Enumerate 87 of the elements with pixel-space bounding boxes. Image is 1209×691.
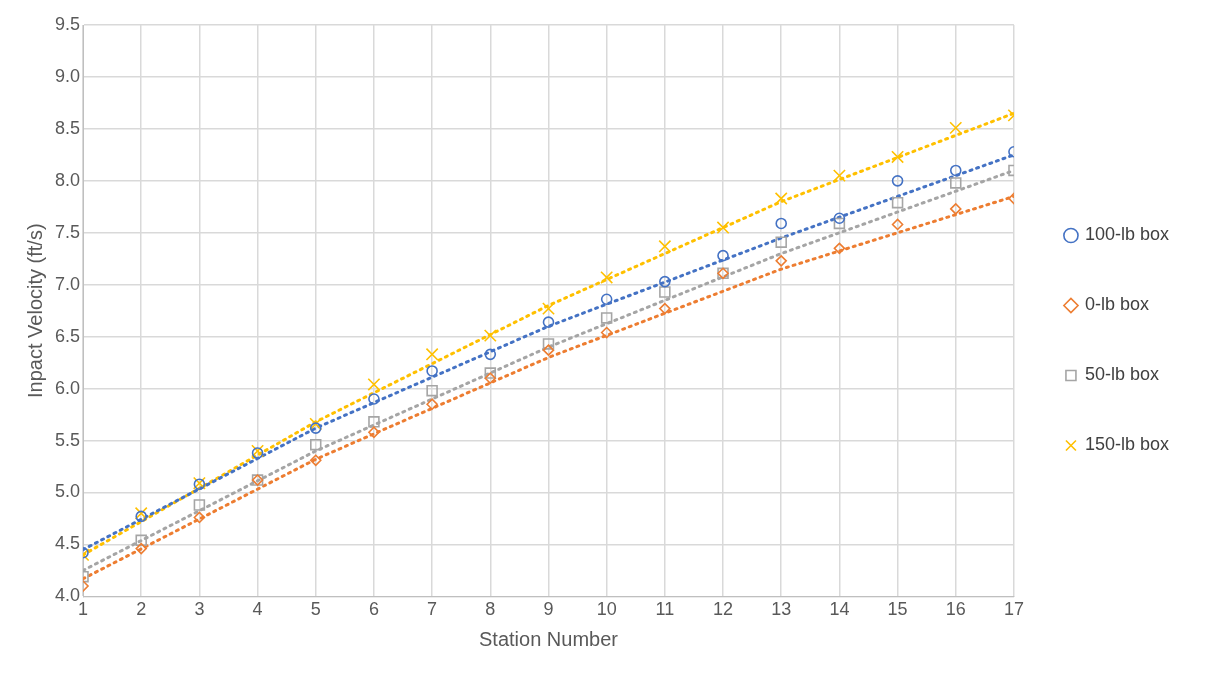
- point: [484, 348, 497, 361]
- y-tick-label: 5.0: [54, 481, 81, 502]
- point: [600, 312, 613, 324]
- y-tick-label: 9.0: [54, 65, 81, 86]
- point: [368, 393, 380, 405]
- point: [775, 236, 787, 248]
- x-tick-label: 1: [78, 599, 89, 620]
- x-tick-label: 15: [887, 599, 908, 620]
- point: [600, 293, 613, 306]
- x-tick-label: 12: [713, 599, 734, 620]
- point: [542, 338, 555, 350]
- point: [193, 499, 206, 511]
- x-tick-label: 17: [1003, 599, 1024, 620]
- point: [542, 316, 555, 328]
- point: [367, 378, 381, 391]
- point: [832, 169, 846, 183]
- y-tick-label: 7.0: [54, 273, 81, 294]
- point: [659, 286, 671, 298]
- y-tick-label: 4.0: [54, 585, 81, 606]
- point: [774, 192, 788, 205]
- x-tick-label: 14: [829, 599, 850, 620]
- x-tick-label: 13: [771, 599, 792, 620]
- point: [425, 347, 439, 361]
- y-tick-label: 8.5: [54, 117, 81, 138]
- x-tick-label: 4: [252, 599, 263, 620]
- y-tick-label: 4.5: [54, 533, 81, 554]
- point: [542, 344, 555, 356]
- x-tick-label: 9: [543, 599, 554, 620]
- point: [891, 218, 904, 231]
- point: [833, 242, 846, 255]
- point: [135, 534, 147, 547]
- point: [949, 203, 962, 215]
- y-tick-label: 6.0: [54, 377, 81, 398]
- x-tick-label: 3: [194, 599, 205, 620]
- y-tick-label: 6.5: [54, 325, 81, 346]
- point: [135, 510, 148, 523]
- point: [368, 426, 380, 439]
- point: [600, 271, 614, 284]
- y-tick-label: 7.5: [54, 221, 81, 242]
- point: [135, 542, 148, 555]
- point: [134, 506, 148, 520]
- point: [600, 326, 613, 339]
- x-tick-label: 10: [596, 599, 617, 620]
- point: [368, 416, 380, 428]
- y-axis-title: Inpact Velocity (ft/s): [23, 223, 46, 398]
- x-tick-label: 16: [945, 599, 966, 620]
- point: [484, 372, 497, 385]
- point: [659, 275, 671, 288]
- point: [193, 511, 206, 524]
- point: [483, 329, 497, 343]
- point: [484, 367, 497, 379]
- legend-label: 50-lb box: [1084, 364, 1159, 385]
- point: [891, 196, 904, 209]
- point: [658, 239, 672, 253]
- x-tick-label: 7: [427, 599, 438, 620]
- point: [542, 302, 555, 316]
- point: [775, 255, 788, 267]
- legend-label: 150-lb box: [1084, 434, 1169, 455]
- point: [426, 398, 438, 410]
- point: [309, 417, 323, 431]
- legend-label: 100-lb box: [1084, 224, 1169, 245]
- x-tick-label: 5: [310, 599, 321, 620]
- point: [309, 422, 322, 434]
- point: [309, 454, 322, 467]
- point: [426, 365, 438, 377]
- point: [659, 302, 671, 315]
- point: [833, 212, 846, 225]
- x-axis-title: Station Number: [479, 627, 619, 650]
- point: [950, 177, 962, 189]
- point: [833, 217, 846, 230]
- y-tick-label: 8.0: [54, 169, 81, 190]
- y-tick-label: 9.5: [54, 13, 81, 34]
- legend-label: 0-lb box: [1084, 294, 1149, 315]
- point: [949, 121, 963, 135]
- point: [891, 175, 904, 187]
- point: [310, 438, 322, 451]
- x-tick-label: 8: [485, 599, 496, 620]
- x-tick-label: 2: [136, 599, 147, 620]
- point: [717, 249, 729, 262]
- y-tick-label: 5.5: [54, 429, 81, 450]
- x-tick-label: 11: [655, 599, 675, 620]
- point: [775, 217, 788, 230]
- point: [716, 221, 730, 235]
- point: [426, 384, 438, 397]
- x-tick-label: 6: [368, 599, 379, 620]
- point: [891, 150, 905, 164]
- point: [949, 164, 962, 177]
